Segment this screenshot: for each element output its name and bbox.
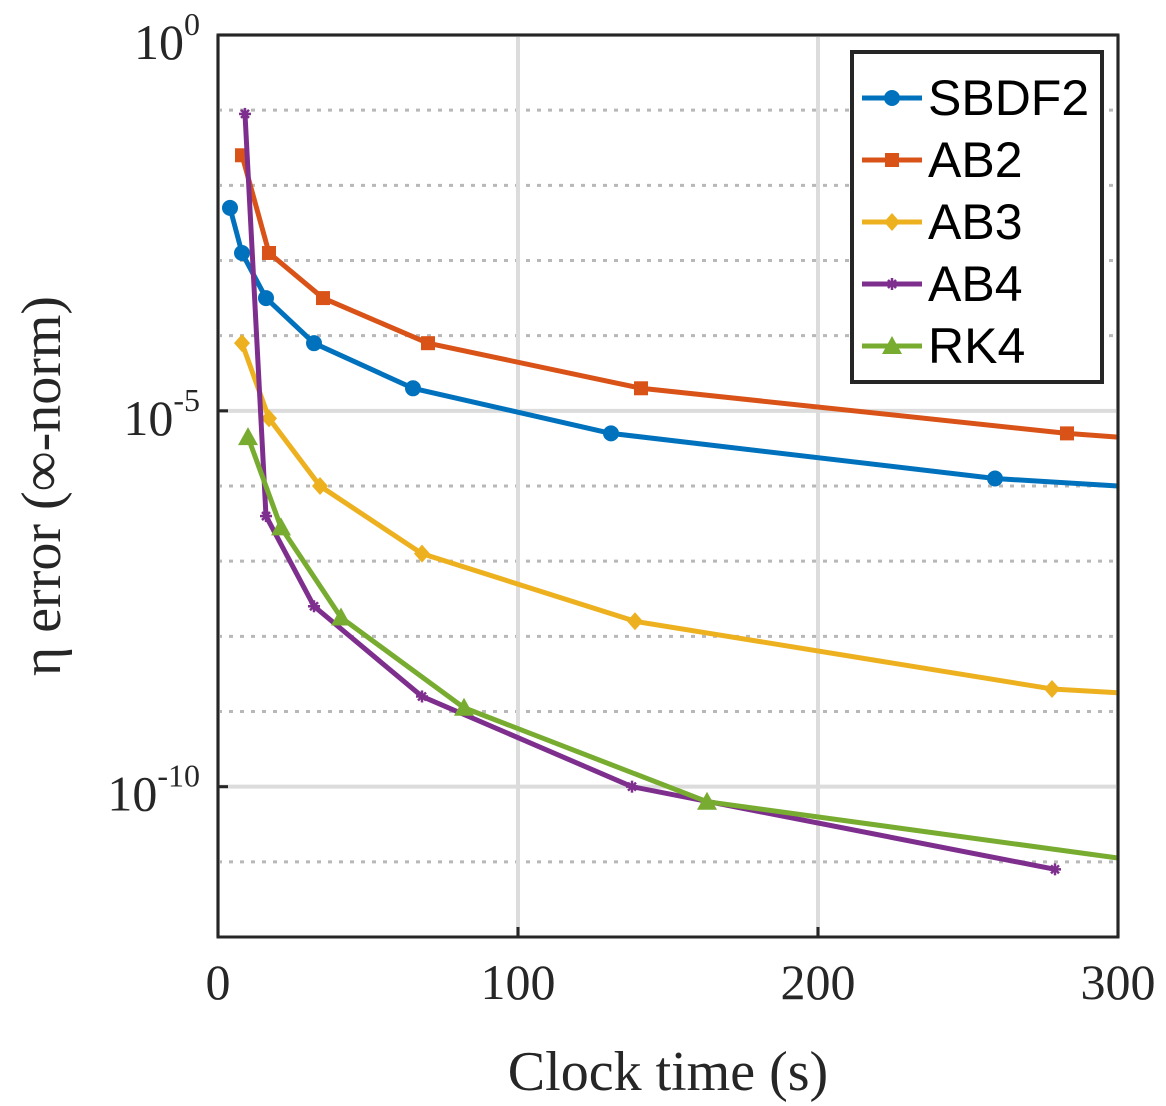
data-point-ab3: [627, 612, 643, 631]
data-point-sbdf2: [222, 199, 238, 216]
series-line-sbdf2: [227, 207, 1118, 489]
legend-marker: [885, 153, 899, 167]
plot-area-border: [216, 33, 1120, 939]
y-axis: 100 10-5 10-10: [107, 6, 228, 822]
data-point-ab2: [1060, 426, 1074, 441]
data-point-sbdf2: [306, 335, 322, 352]
y-tick-label: 10-5: [123, 382, 200, 446]
data-point-ab2: [316, 291, 330, 306]
series-ab3: [234, 334, 1118, 698]
data-point-sbdf2: [987, 470, 1003, 487]
legend-label: RK4: [928, 318, 1025, 374]
data-point-ab4: [239, 107, 251, 120]
data-point-ab4: [626, 780, 638, 793]
data-point-rk4: [271, 517, 291, 536]
legend: SBDF2 AB2 AB3 AB4 RK4: [850, 50, 1104, 384]
data-point-ab3: [261, 409, 277, 428]
x-tick-label: 100: [481, 954, 556, 1010]
legend-item-sbdf2: SBDF2: [862, 70, 1089, 126]
x-axis-label: Clock time (s): [508, 1041, 828, 1103]
series-line-rk4: [245, 436, 1118, 861]
data-point-ab2: [421, 336, 435, 351]
data-point-rk4: [697, 791, 717, 810]
data-point-sbdf2: [603, 425, 619, 442]
legend-label: AB2: [928, 132, 1023, 188]
series-layer: [222, 107, 1118, 876]
data-point-ab3: [414, 544, 430, 563]
legend-item-rk4: RK4: [862, 318, 1025, 374]
legend-label: SBDF2: [928, 70, 1089, 126]
data-point-rk4: [331, 607, 351, 626]
legend-item-ab2: AB2: [862, 132, 1023, 188]
legend-marker: [882, 336, 902, 354]
data-point-ab2: [262, 245, 276, 260]
data-point-ab4: [1049, 863, 1061, 876]
legend-item-ab3: AB3: [862, 194, 1023, 250]
series-sbdf2: [222, 199, 1118, 489]
legend-marker: [884, 213, 900, 231]
legend-label: AB3: [928, 194, 1023, 250]
data-point-ab4: [308, 600, 320, 613]
legend-item-ab4: AB4: [862, 256, 1023, 312]
legend-label: AB4: [928, 256, 1023, 312]
data-point-ab3: [1044, 679, 1060, 698]
series-rk4: [238, 427, 1118, 861]
data-point-ab3: [312, 477, 328, 495]
legend-marker: [884, 90, 900, 106]
data-point-ab4: [260, 510, 272, 523]
legend-marker: [886, 278, 898, 290]
data-point-sbdf2: [234, 244, 250, 261]
x-tick-label: 300: [1081, 954, 1156, 1010]
data-point-ab3: [234, 334, 250, 353]
data-point-sbdf2: [405, 380, 421, 397]
y-tick-label: 10-10: [107, 758, 200, 822]
data-point-sbdf2: [258, 290, 274, 307]
y-axis-label: η error (∞-norm): [11, 296, 73, 676]
x-tick-label: 200: [781, 954, 856, 1010]
data-point-rk4: [454, 697, 474, 716]
data-point-rk4: [238, 427, 258, 446]
y-tick-label: 100: [134, 6, 200, 70]
data-point-ab2: [634, 381, 648, 396]
data-point-ab4: [416, 690, 428, 703]
x-tick-label: 0: [206, 954, 231, 1010]
x-axis: 0 100 200 300: [206, 927, 1156, 1010]
